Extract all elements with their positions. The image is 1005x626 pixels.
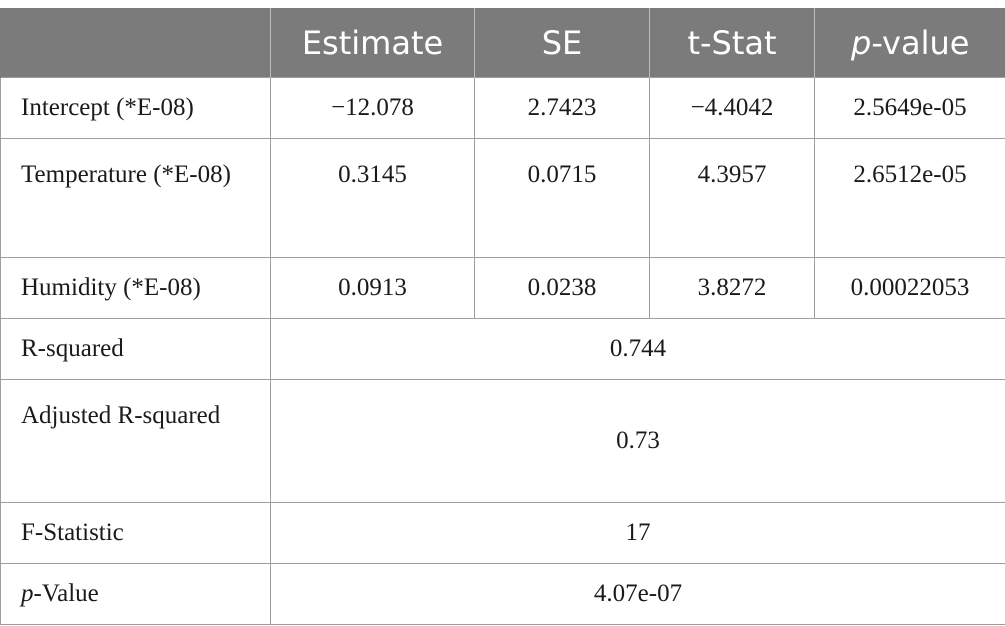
estimate-cell: −12.078: [270, 77, 475, 139]
adjusted-r-squared-value: 0.73: [270, 379, 1005, 503]
table-row-adjusted-r-squared: Adjusted R-squared 0.73: [0, 379, 1005, 503]
table-body: Intercept (*E-08) −12.078 2.7423 −4.4042…: [0, 77, 1005, 625]
p-value-label-suffix: -Value: [33, 580, 99, 607]
table-header: Estimate SE t-Stat p-value: [0, 8, 1005, 78]
header-pvalue: p-value: [814, 8, 1005, 78]
pvalue-cell: 2.5649e-05: [814, 77, 1005, 139]
header-se: SE: [474, 8, 650, 78]
row-label: R-squared: [0, 318, 271, 380]
header-pvalue-suffix: -value: [871, 23, 970, 62]
tstat-cell: 4.3957: [649, 138, 815, 258]
row-label: Adjusted R-squared: [0, 379, 271, 503]
r-squared-value: 0.744: [270, 318, 1005, 380]
row-label: Intercept (*E-08): [0, 77, 271, 139]
row-label: p-Value: [0, 563, 271, 625]
table-row-p-value: p-Value 4.07e-07: [0, 563, 1005, 625]
table-row-f-statistic: F-Statistic 17: [0, 502, 1005, 564]
header-row: Estimate SE t-Stat p-value: [0, 8, 1005, 78]
estimate-cell: 0.0913: [270, 257, 475, 319]
pvalue-cell: 2.6512e-05: [814, 138, 1005, 258]
header-tstat: t-Stat: [649, 8, 815, 78]
header-blank: [0, 8, 271, 78]
regression-results-table: Estimate SE t-Stat p-value Intercept (*E…: [0, 8, 1005, 625]
header-estimate: Estimate: [270, 8, 475, 78]
row-label: F-Statistic: [0, 502, 271, 564]
se-cell: 0.0238: [474, 257, 650, 319]
tstat-cell: −4.4042: [649, 77, 815, 139]
table-row-r-squared: R-squared 0.744: [0, 318, 1005, 380]
table-row-intercept: Intercept (*E-08) −12.078 2.7423 −4.4042…: [0, 77, 1005, 139]
row-label: Temperature (*E-08): [0, 138, 271, 258]
tstat-cell: 3.8272: [649, 257, 815, 319]
table-row-humidity: Humidity (*E-08) 0.0913 0.0238 3.8272 0.…: [0, 257, 1005, 319]
row-label: Humidity (*E-08): [0, 257, 271, 319]
header-pvalue-prefix: p: [851, 23, 872, 62]
p-value-value: 4.07e-07: [270, 563, 1005, 625]
f-statistic-value: 17: [270, 502, 1005, 564]
pvalue-cell: 0.00022053: [814, 257, 1005, 319]
table-row-temperature: Temperature (*E-08) 0.3145 0.0715 4.3957…: [0, 138, 1005, 258]
p-value-label-prefix: p: [21, 580, 34, 607]
estimate-cell: 0.3145: [270, 138, 475, 258]
se-cell: 2.7423: [474, 77, 650, 139]
se-cell: 0.0715: [474, 138, 650, 258]
